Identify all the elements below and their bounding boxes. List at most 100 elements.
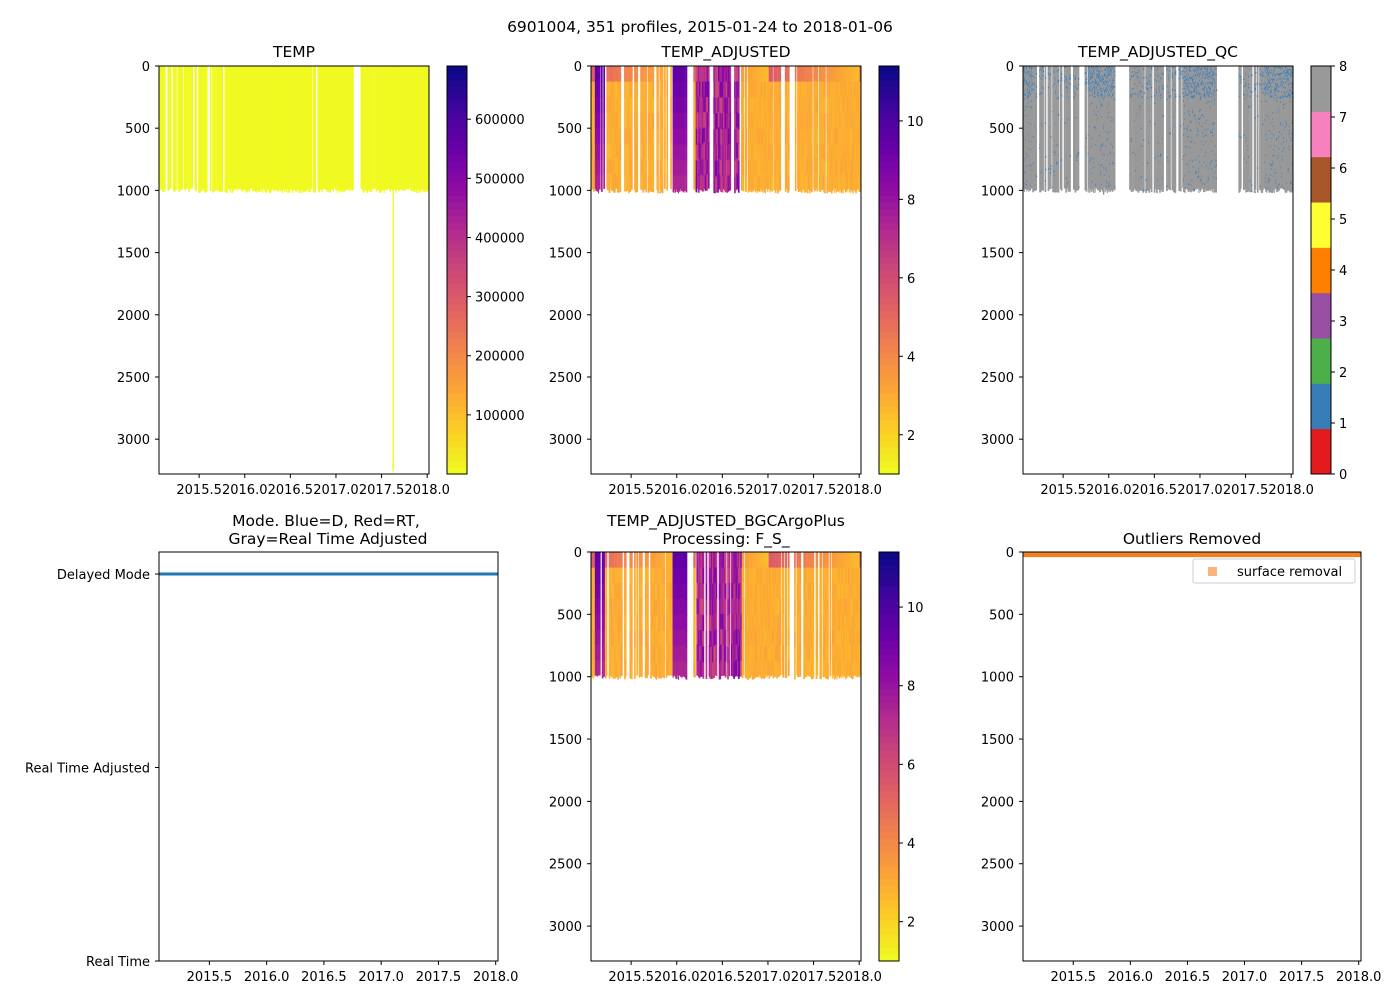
profile-column <box>310 66 313 189</box>
profile-cell <box>653 567 656 584</box>
profile-cell <box>597 144 599 161</box>
qc-flag-mark <box>1097 76 1099 78</box>
profile-cell <box>596 112 598 129</box>
profile-cell <box>851 174 853 191</box>
profile-column <box>1271 66 1273 192</box>
profile-cell <box>591 644 593 661</box>
qc-flag-mark <box>1279 74 1281 76</box>
qc-flag-mark <box>1069 83 1071 86</box>
qc-flag-mark <box>1178 95 1180 98</box>
profile-cell <box>631 96 633 113</box>
profile-column <box>282 66 284 194</box>
profile-cell <box>717 142 720 159</box>
qc-flag-mark <box>1076 153 1078 155</box>
qc-flag-mark <box>1026 82 1028 84</box>
profile-column <box>1028 66 1030 192</box>
profile-cell <box>715 97 718 114</box>
profile-cell <box>603 645 606 662</box>
profile-column <box>239 66 241 190</box>
profile-cell <box>631 567 633 585</box>
qc-flag-mark <box>1243 134 1245 137</box>
qc-flag-mark <box>1283 86 1286 89</box>
profile-cell <box>761 112 763 129</box>
y-tick-label: 2000 <box>549 309 582 324</box>
profile-cell <box>850 129 852 146</box>
profile-cell <box>747 97 750 114</box>
profile-cell <box>674 176 677 193</box>
qc-flag-mark <box>1028 71 1030 73</box>
profile-column <box>275 66 278 191</box>
profile-cell <box>836 175 838 192</box>
profile-cell <box>837 128 840 146</box>
qc-flag-mark <box>1042 74 1044 77</box>
qc-flag-mark <box>1274 79 1276 81</box>
profile-cell <box>706 112 709 129</box>
qc-flag-mark <box>1267 88 1269 91</box>
profile-cell <box>661 567 664 584</box>
profile-cell <box>837 66 840 83</box>
qc-flag-mark <box>1039 147 1041 149</box>
profile-column <box>1107 66 1109 190</box>
profile-cell <box>677 175 679 193</box>
qc-flag-mark <box>1088 72 1090 74</box>
profile-cell <box>750 97 752 113</box>
profile-column <box>234 66 236 191</box>
qc-flag-mark <box>1281 91 1283 93</box>
qc-flag-mark <box>1193 81 1195 84</box>
qc-flag-mark <box>1266 68 1268 71</box>
profile-column <box>289 66 291 189</box>
qc-flag-mark <box>1085 72 1087 75</box>
profile-cell <box>676 113 678 130</box>
qc-flag-mark <box>1202 75 1204 78</box>
qc-flag-mark <box>1102 77 1104 80</box>
profile-cell <box>650 583 652 600</box>
profile-cell <box>841 81 843 98</box>
qc-flag-mark <box>1211 131 1213 134</box>
qc-flag-mark <box>1202 80 1204 82</box>
qc-flag-mark <box>1132 93 1134 95</box>
profile-cell <box>785 96 788 113</box>
colorbar-tick-label: 6 <box>1339 162 1347 177</box>
qc-flag-mark <box>1192 109 1194 112</box>
colorbar-segment <box>879 249 899 257</box>
profile-cell <box>652 128 655 146</box>
colorbar-segment <box>447 134 467 142</box>
profile-cell <box>764 129 767 146</box>
profile-cell <box>845 174 847 191</box>
qc-flag-mark <box>1024 79 1026 81</box>
profile-cell <box>850 160 852 178</box>
qc-flag-mark <box>1090 172 1092 175</box>
qc-flag-mark <box>1276 88 1278 91</box>
qc-flag-mark <box>1266 85 1268 87</box>
profile-cell <box>859 160 861 177</box>
qc-flag-mark <box>1283 92 1286 94</box>
profile-cell <box>631 66 633 82</box>
profile-cell <box>727 159 730 176</box>
profile-cell <box>681 128 683 145</box>
qc-flag-mark <box>1190 184 1192 186</box>
profile-cell <box>677 628 679 645</box>
qc-flag-mark <box>1193 69 1195 72</box>
profile-column <box>393 66 395 190</box>
profile-cell <box>851 81 853 98</box>
profile-cell <box>745 160 748 177</box>
profile-cell <box>715 160 718 177</box>
profile-cell <box>594 567 597 584</box>
colorbar-segment <box>447 100 467 108</box>
qc-colorbar-segment <box>1311 383 1331 430</box>
profile-cell <box>676 128 678 145</box>
colorbar-segment <box>447 290 467 298</box>
profile-column <box>1215 66 1218 193</box>
qc-flag-mark <box>1040 171 1042 174</box>
profile-cell <box>605 613 608 630</box>
x-tick-label: 2018.0 <box>836 483 882 498</box>
qc-flag-mark <box>1199 122 1201 125</box>
qc-flag-mark <box>1182 71 1184 73</box>
profile-cell <box>663 567 666 584</box>
profile-cell <box>615 567 618 584</box>
x-tick-label: 2016.5 <box>301 970 347 985</box>
qc-flag-mark <box>1267 67 1269 70</box>
profile-cell <box>609 644 612 661</box>
qc-flag-mark <box>1029 85 1031 88</box>
qc-flag-mark <box>1197 93 1199 95</box>
